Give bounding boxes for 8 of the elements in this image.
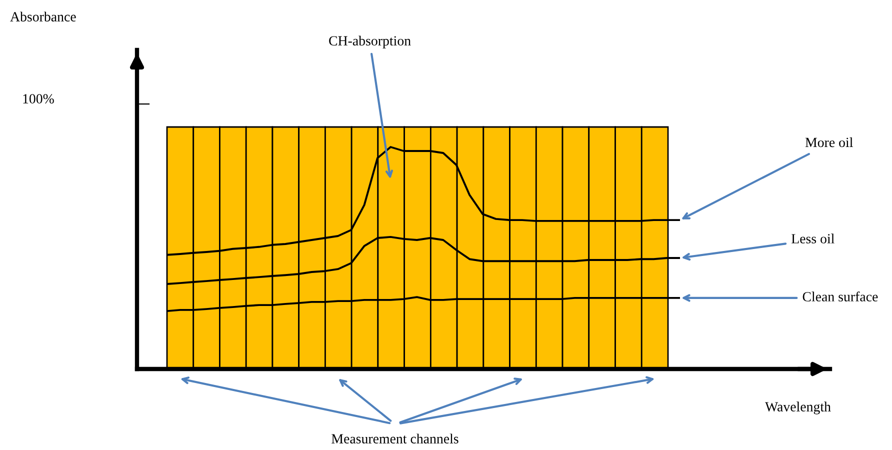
text: Less oil <box>792 234 834 244</box>
text: Clean surface <box>802 292 878 302</box>
y-axis-title: Absorbance <box>10 12 76 22</box>
x-axis-title: Wavelength <box>765 402 831 414</box>
text: More oil <box>805 137 853 148</box>
text: CH-absorption <box>329 36 411 48</box>
text: Measurement channels <box>332 434 458 444</box>
text: 100% <box>23 94 54 104</box>
